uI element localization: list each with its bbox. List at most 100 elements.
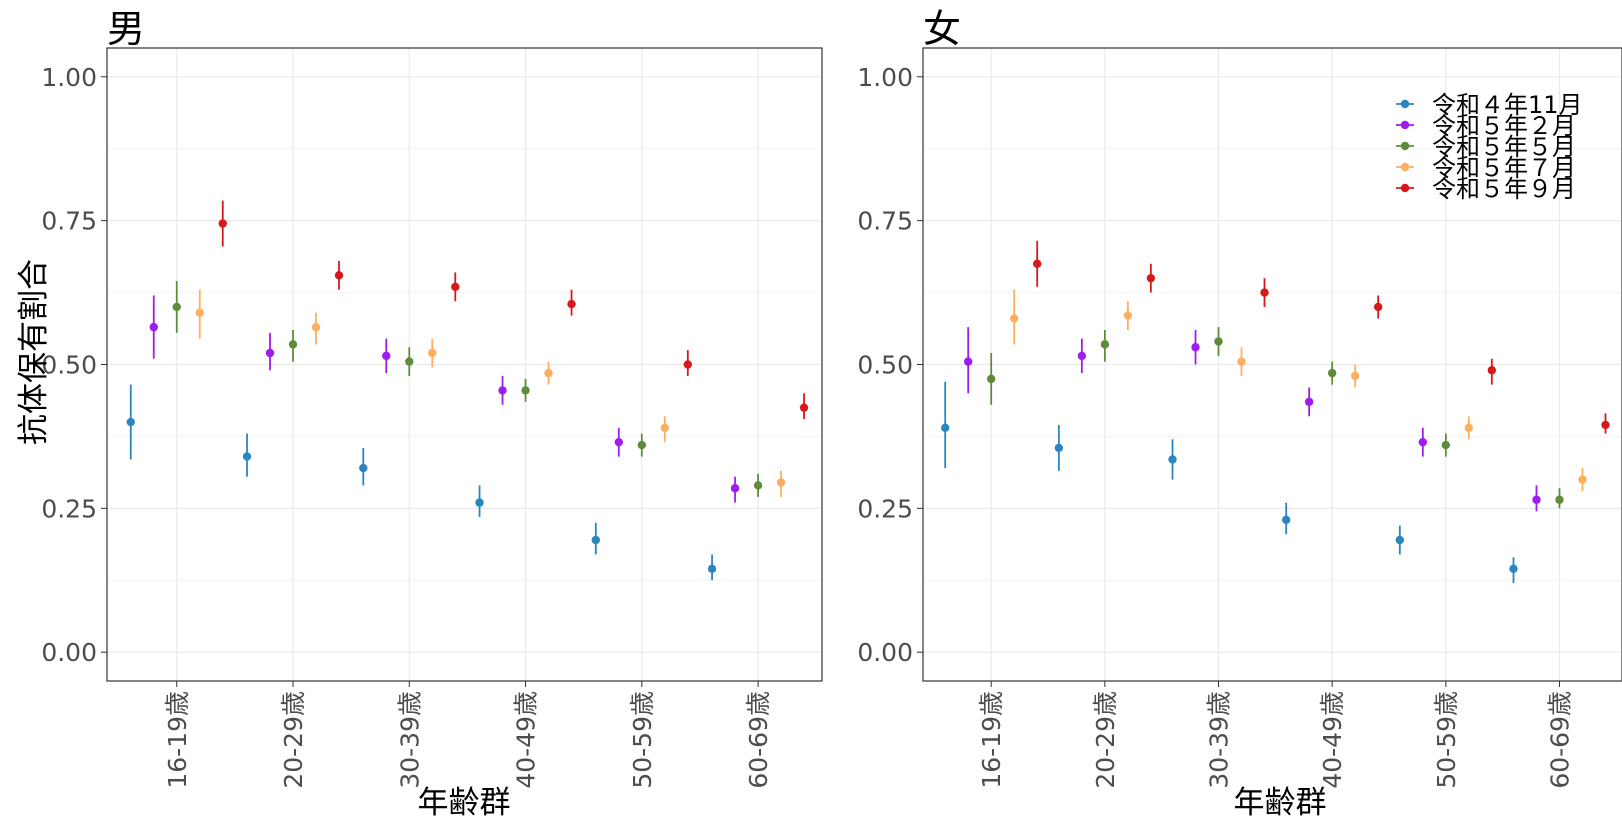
data-point (1191, 343, 1200, 352)
data-point (428, 348, 437, 358)
data-point (1077, 351, 1087, 361)
series-2 (986, 327, 1564, 509)
panel-title-male: 男 (107, 7, 145, 51)
x-tick-label: 16-19歳 (977, 691, 1006, 789)
data-point (1395, 535, 1405, 545)
panel-female: 女 0.00 0.25 0.50 0.75 1.00 16-19歳 20-29歳 30-39歳… (857, 7, 1622, 789)
legend-key-point (1400, 99, 1410, 109)
legend-label: 令和５年９月 (1432, 175, 1576, 203)
data-point (799, 403, 809, 412)
y-tick-label: 0.50 (41, 351, 97, 380)
series-3 (195, 289, 786, 497)
data-point (637, 440, 646, 450)
data-point (1168, 455, 1177, 464)
y-tick-label: 1.00 (857, 63, 913, 92)
legend-label: 令和４年11月 (1432, 91, 1583, 119)
x-tick-label: 30-39歳 (1205, 691, 1234, 789)
data-point (195, 308, 204, 317)
data-point (475, 498, 484, 507)
data-point (1418, 437, 1428, 447)
data-point (986, 374, 996, 384)
series-4 (218, 200, 809, 420)
data-point (1214, 337, 1223, 346)
x-tick-label: 40-49歳 (512, 691, 541, 789)
series-3 (1009, 289, 1587, 492)
legend-key-point (1400, 120, 1410, 130)
data-point (963, 357, 973, 366)
data-point (1509, 564, 1518, 573)
data-point (521, 386, 530, 395)
x-tick-label: 16-19歳 (163, 691, 192, 789)
data-point (1555, 495, 1564, 504)
data-point (707, 564, 717, 573)
y-tick-label: 0.75 (857, 207, 913, 236)
data-point (149, 322, 158, 332)
data-point (265, 348, 275, 358)
data-point (1601, 420, 1610, 430)
series-0 (940, 381, 1518, 584)
data-point (451, 282, 460, 292)
data-point (1237, 357, 1246, 366)
data-point (1123, 311, 1133, 320)
panel-male: 男 0.00 0.25 0.50 0.75 1.00 16-19歳 20-29歳 30-39歳… (41, 7, 823, 789)
data-point (1373, 302, 1383, 312)
panel-border (106, 47, 823, 682)
data-point (405, 357, 414, 366)
data-point (776, 478, 786, 487)
data-point (544, 368, 553, 378)
data-point (660, 423, 669, 432)
y-axis-label: 抗体保有割合 (16, 259, 52, 445)
data-point (940, 423, 950, 432)
data-point (1100, 340, 1110, 349)
data-point (753, 481, 763, 490)
data-point (1350, 371, 1360, 381)
data-point (683, 360, 692, 369)
series-1 (963, 327, 1541, 512)
data-point (172, 302, 181, 312)
x-tick-label: 30-39歳 (395, 691, 424, 789)
data-point (1054, 443, 1064, 453)
data-point (242, 452, 252, 461)
data-point (730, 484, 740, 493)
data-point (614, 437, 623, 447)
data-point (1260, 288, 1269, 297)
x-tick-label: 20-29歳 (1091, 691, 1120, 789)
y-tick-label: 0.00 (857, 638, 913, 667)
x-tick-label: 40-49歳 (1318, 691, 1347, 789)
panel-title-female: 女 (923, 7, 961, 51)
y-tick-label: 0.00 (41, 638, 97, 667)
panel-border (922, 47, 1622, 682)
data-point (1304, 397, 1314, 407)
series-4 (1032, 240, 1610, 434)
data-point (1532, 495, 1541, 504)
data-point (498, 386, 507, 395)
x-tick-label: 20-29歳 (279, 691, 308, 789)
series-0 (126, 384, 717, 581)
x-axis-label-male: 年齢群 (418, 785, 511, 821)
x-tick-label: 60-69歳 (1545, 691, 1574, 789)
data-point (1032, 259, 1042, 268)
series-1 (149, 295, 740, 503)
data-point (1464, 423, 1474, 432)
x-tick-label: 50-59歳 (628, 691, 657, 789)
data-point (1578, 475, 1587, 484)
data-point (382, 351, 391, 361)
data-point (359, 463, 368, 473)
y-tick-label: 0.50 (857, 351, 913, 380)
data-point (311, 322, 321, 332)
data-point (1487, 366, 1497, 375)
x-tick-label: 60-69歳 (744, 691, 773, 789)
data-point (1441, 440, 1451, 450)
series-2 (172, 281, 763, 497)
data-point (1281, 515, 1291, 525)
y-tick-label: 0.75 (41, 207, 97, 236)
legend-key-point (1400, 141, 1410, 151)
legend-label: 令和５年２月 (1432, 112, 1576, 140)
data-point (591, 535, 600, 545)
legend-key-point (1400, 183, 1410, 193)
data-point (1146, 273, 1156, 283)
legend-label: 令和５年５月 (1432, 133, 1576, 161)
x-tick-label: 50-59歳 (1432, 691, 1461, 789)
